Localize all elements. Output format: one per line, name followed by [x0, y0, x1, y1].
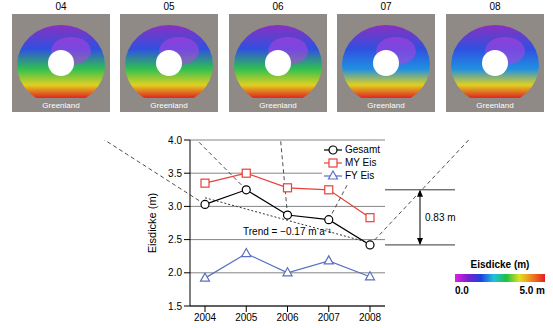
svg-text:Eisdicke (m): Eisdicke (m)	[146, 193, 158, 254]
svg-text:Greenland: Greenland	[367, 101, 404, 110]
svg-text:4.0: 4.0	[168, 135, 182, 146]
svg-text:Greenland: Greenland	[150, 101, 187, 110]
svg-text:Greenland: Greenland	[476, 101, 513, 110]
svg-text:Trend = −0.17 m a⁻¹: Trend = −0.17 m a⁻¹	[243, 226, 332, 237]
html-text:07: 07	[380, 1, 392, 12]
html-text:Gesamt: Gesamt	[345, 144, 380, 155]
svg-text:3.5: 3.5	[168, 168, 182, 179]
svg-text:0.0: 0.0	[455, 285, 469, 296]
svg-text:3.0: 3.0	[168, 201, 182, 212]
svg-text:Greenland: Greenland	[259, 101, 296, 110]
svg-text:1.5: 1.5	[168, 301, 182, 312]
html-text:06: 06	[272, 1, 284, 12]
svg-text:2008: 2008	[359, 312, 382, 323]
svg-text:2005: 2005	[235, 312, 258, 323]
svg-text:2.5: 2.5	[168, 234, 182, 245]
svg-text:2.0: 2.0	[168, 267, 182, 278]
svg-text:2007: 2007	[318, 312, 341, 323]
html-text:08: 08	[489, 1, 501, 12]
html-text:MY Eis: MY Eis	[345, 157, 377, 168]
svg-text:Eisdicke (m): Eisdicke (m)	[471, 259, 530, 270]
svg-text:2004: 2004	[194, 312, 217, 323]
html-text:04: 04	[55, 1, 67, 12]
svg-text:Greenland: Greenland	[42, 101, 79, 110]
svg-text:5.0 m: 5.0 m	[519, 285, 545, 296]
svg-text:0.83 m: 0.83 m	[425, 212, 456, 223]
html-text:FY Eis: FY Eis	[345, 170, 375, 181]
svg-text:2006: 2006	[276, 312, 299, 323]
html-text:05: 05	[163, 1, 175, 12]
